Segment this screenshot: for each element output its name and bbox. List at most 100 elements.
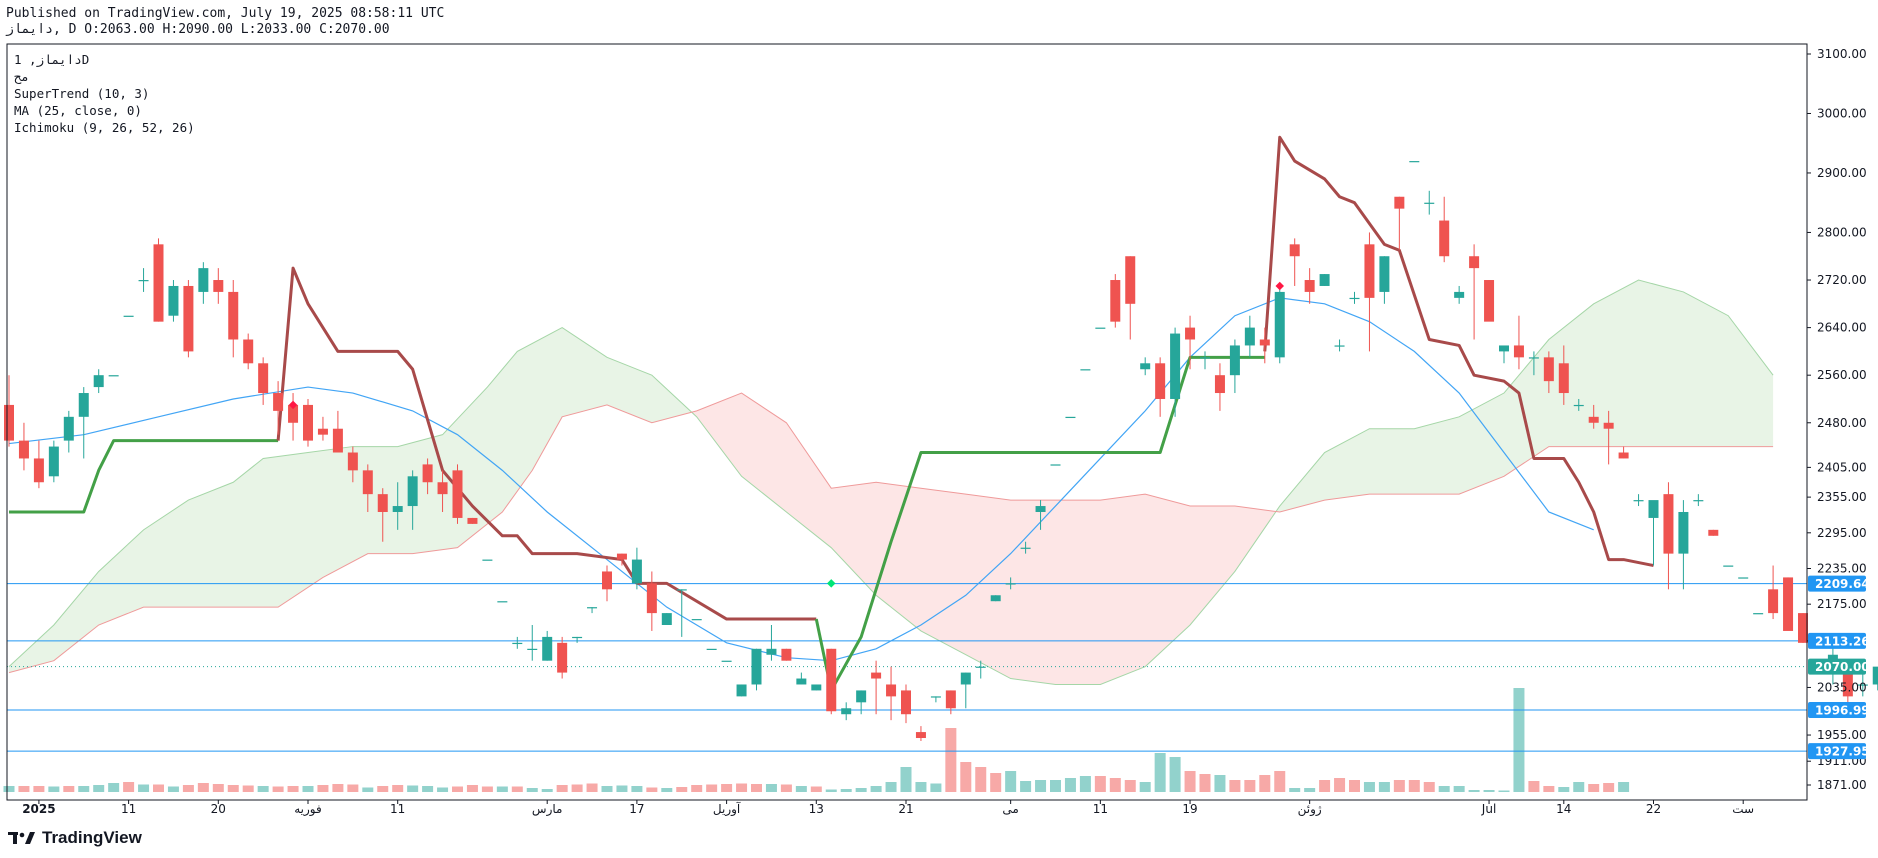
- candle-body: [1334, 345, 1345, 347]
- candle: [676, 589, 687, 637]
- volume-bar: [496, 786, 508, 792]
- signal-markers: [288, 281, 1284, 588]
- price-tick-label: 2405.00: [1817, 460, 1867, 474]
- candle: [1499, 345, 1509, 364]
- volume-bars: [3, 688, 1630, 792]
- price-label-badge: [1808, 702, 1866, 719]
- volume-bar: [1408, 780, 1420, 792]
- candle: [841, 702, 852, 721]
- candle-body: [1618, 452, 1629, 459]
- candle: [1633, 494, 1644, 507]
- volume-bar: [302, 786, 314, 792]
- price-label-badge: [1808, 575, 1866, 592]
- candle: [452, 464, 463, 524]
- volume-bar: [706, 784, 718, 792]
- volume-bar: [212, 784, 224, 792]
- span-a-line: [8, 279, 1774, 685]
- candle-body: [1872, 666, 1878, 685]
- candle-body: [841, 708, 852, 715]
- candle: [1783, 577, 1794, 631]
- volume-bar: [1498, 790, 1510, 792]
- price-label-text: 1927.95: [1815, 745, 1870, 759]
- candle: [33, 440, 44, 489]
- candle-body: [512, 642, 523, 645]
- candle-body: [1005, 583, 1016, 585]
- candle-body: [1364, 244, 1375, 298]
- volume-bar: [676, 787, 688, 792]
- candle: [1872, 666, 1878, 691]
- candle: [1708, 529, 1719, 536]
- volume-bar: [1528, 781, 1540, 792]
- candle: [123, 315, 134, 317]
- candle-body: [153, 244, 164, 322]
- candle: [168, 280, 179, 322]
- time-tick-label: مارس: [532, 802, 563, 817]
- candle: [646, 571, 657, 631]
- candle: [138, 268, 149, 292]
- volume-bar: [601, 786, 613, 792]
- price-label-badge: [1808, 743, 1866, 760]
- ohlc-line: دایماز, D O:2063.00 H:2090.00 L:2033.00 …: [6, 22, 390, 37]
- candle: [1618, 446, 1629, 459]
- candle: [1454, 285, 1465, 304]
- candle: [362, 464, 373, 512]
- time-tick-label: 11: [390, 802, 405, 816]
- candle: [1110, 274, 1121, 328]
- price-chart[interactable]: 3100.00 3000.00 2900.00 2800.00 2720.00 2640.…: [0, 0, 1878, 825]
- chart-header: Published on TradingView.com, July 19, 2…: [6, 6, 444, 38]
- legend-ichimoku[interactable]: Ichimoku (9, 26, 52, 26): [14, 120, 195, 135]
- candle: [1274, 285, 1285, 364]
- candle: [781, 648, 792, 661]
- candle: [1229, 339, 1240, 394]
- candle-body: [1558, 363, 1569, 394]
- candle: [616, 553, 627, 566]
- volume-bar: [272, 786, 284, 792]
- tradingview-logo-icon: [8, 832, 35, 844]
- volume-bar: [870, 786, 882, 792]
- candle: [960, 672, 971, 709]
- buy-signal-marker: [827, 579, 836, 588]
- candle-body: [1394, 196, 1405, 209]
- candle: [1259, 327, 1270, 364]
- candle-body: [63, 416, 74, 441]
- candle-body: [1259, 339, 1270, 346]
- legend-exchange: مح: [14, 69, 29, 85]
- candle: [1603, 410, 1614, 465]
- volume-bar: [780, 784, 792, 792]
- volume-bar: [422, 786, 434, 792]
- volume-bar: [1139, 782, 1151, 792]
- candle: [602, 565, 612, 602]
- volume-bar: [1035, 780, 1047, 792]
- candle: [1588, 404, 1599, 429]
- legend-ma[interactable]: MA (25, close, 0): [14, 103, 142, 118]
- candle-body: [1125, 256, 1136, 304]
- candle: [497, 601, 508, 603]
- candle-body: [1229, 345, 1240, 376]
- candle: [347, 446, 358, 483]
- supertrend-segment: [814, 355, 1265, 692]
- candle: [587, 607, 598, 614]
- candle-body: [1842, 666, 1853, 697]
- candle-body: [1035, 506, 1046, 512]
- candle: [945, 690, 956, 715]
- volume-bar: [1124, 780, 1136, 792]
- volume-bar: [646, 787, 658, 792]
- price-tick-label: 3000.00: [1817, 106, 1867, 120]
- candle: [1065, 416, 1076, 419]
- time-tick-label: 11: [1093, 802, 1108, 816]
- volume-bar: [960, 762, 972, 792]
- candle: [1304, 268, 1315, 304]
- price-tick-label: 2235.00: [1817, 561, 1867, 575]
- volume-bar: [3, 786, 15, 792]
- candle: [1439, 196, 1450, 263]
- candle-body: [631, 559, 642, 584]
- candle-body: [228, 291, 239, 340]
- candle: [1005, 577, 1016, 590]
- volume-bar: [481, 786, 493, 792]
- candle-body: [138, 280, 149, 282]
- price-tick-label: 2560.00: [1817, 368, 1867, 382]
- candle-body: [1753, 613, 1764, 615]
- legend-supertrend[interactable]: SuperTrend (10, 3): [14, 86, 149, 101]
- volume-bar: [751, 784, 762, 792]
- candle-body: [467, 517, 478, 524]
